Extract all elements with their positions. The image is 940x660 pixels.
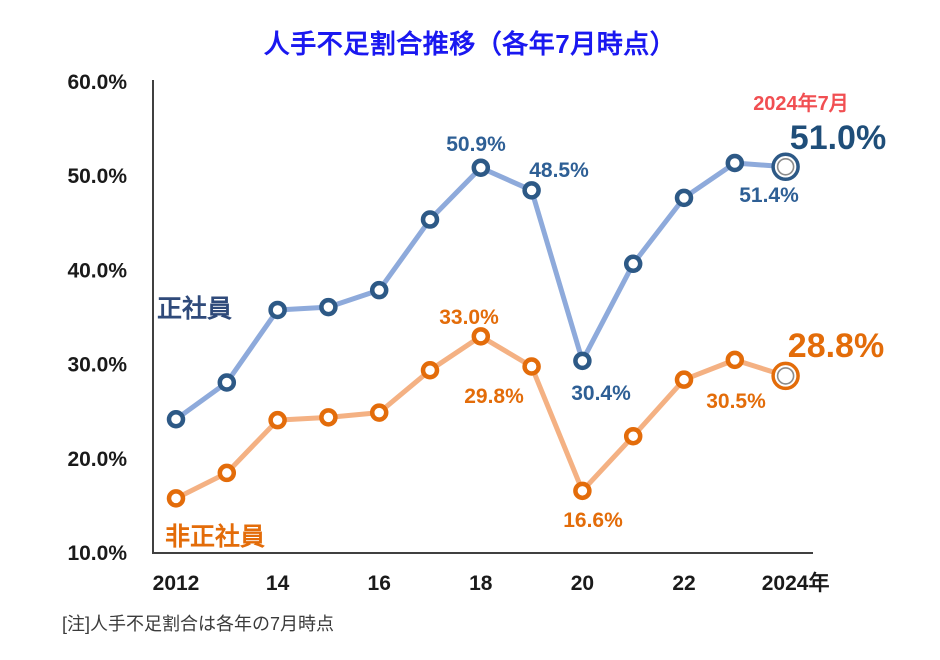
x-tick-label: 2012: [153, 572, 200, 595]
data-point-orange: [369, 403, 389, 422]
data-point-orange: [268, 410, 287, 430]
value-label: 29.8%: [464, 385, 524, 408]
value-label: 48.5%: [529, 159, 589, 182]
x-tick-label: 2024年: [762, 571, 830, 595]
value-label: 50.9%: [446, 133, 506, 156]
x-tick-label: 22: [672, 572, 695, 595]
chart-title: 人手不足割合推移（各年7月時点）: [263, 29, 677, 59]
data-point-highlight-orange: [771, 361, 800, 391]
x-tick-label: 18: [469, 572, 493, 595]
data-point-orange: [420, 361, 440, 380]
value-label: 51.0%: [790, 119, 886, 157]
value-label: 33.0%: [439, 306, 499, 329]
series-label: 非正社員: [165, 522, 265, 551]
data-point-orange: [573, 481, 592, 501]
y-tick-label: 30.0%: [67, 354, 127, 377]
series-label: 正社員: [157, 294, 232, 323]
data-point-orange: [471, 327, 491, 346]
chart-note: [注]人手不足割合は各年の7月時点: [62, 614, 335, 634]
data-point-highlight-blue: [771, 152, 800, 182]
data-point-orange: [623, 426, 643, 446]
data-point-orange: [166, 489, 186, 508]
data-point-orange: [319, 408, 338, 427]
y-tick-label: 10.0%: [67, 542, 127, 565]
data-point-blue: [725, 153, 745, 173]
value-label: 28.8%: [788, 327, 884, 365]
axis-lines: [152, 80, 813, 554]
data-point-orange: [674, 370, 694, 389]
data-point-orange: [217, 463, 237, 483]
x-tick-label: 20: [571, 572, 594, 595]
x-tick-label: 14: [266, 572, 290, 595]
data-point-blue: [623, 254, 643, 274]
y-tick-label: 60.0%: [67, 71, 127, 94]
value-label: 51.4%: [739, 184, 799, 207]
series-line-blue: [173, 160, 789, 422]
data-point-blue: [420, 210, 440, 229]
y-tick-label: 20.0%: [67, 448, 127, 471]
value-label: 2024年7月: [753, 91, 849, 115]
data-point-orange: [522, 357, 541, 376]
data-point-blue: [522, 181, 541, 200]
data-point-blue: [573, 351, 592, 371]
data-point-blue: [166, 409, 186, 429]
highlight-inner-ring: [776, 367, 795, 385]
x-tick-label: 16: [368, 572, 391, 595]
data-point-blue: [471, 158, 491, 177]
data-point-orange: [725, 350, 745, 370]
data-point-blue: [268, 300, 287, 320]
y-tick-label: 40.0%: [67, 259, 127, 282]
value-label: 30.5%: [706, 390, 766, 413]
value-label: 16.6%: [563, 509, 623, 532]
series-line-orange: [173, 333, 789, 501]
y-tick-label: 50.0%: [67, 165, 127, 188]
data-point-blue: [217, 373, 237, 392]
data-point-blue: [319, 297, 338, 317]
highlight-inner-ring: [776, 157, 795, 176]
data-point-blue: [674, 188, 694, 208]
value-label: 30.4%: [571, 382, 631, 405]
data-point-blue: [369, 280, 389, 300]
